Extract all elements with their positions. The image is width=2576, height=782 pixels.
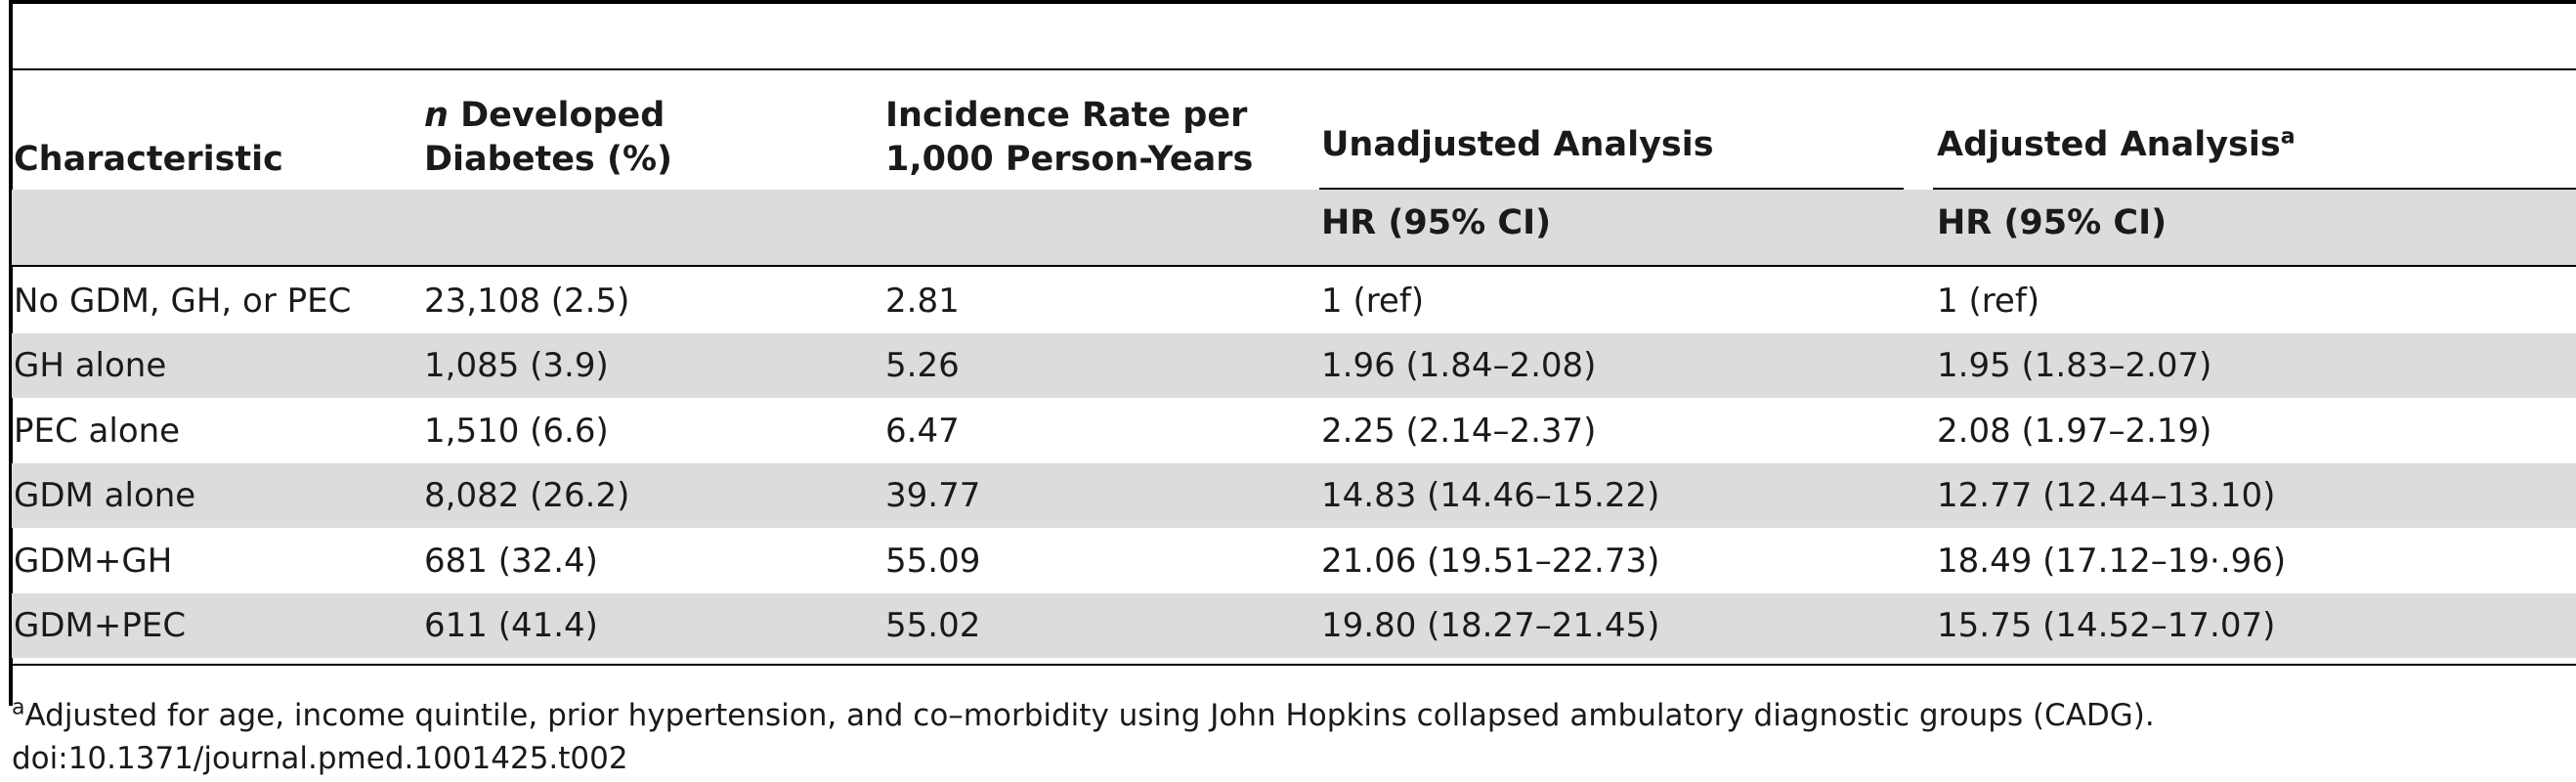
table-row-4-characteristic: GDM alone bbox=[14, 476, 196, 515]
table-row-5-unadjusted: 21.06 (19.51–22.73) bbox=[1321, 542, 1660, 581]
header-incidence-line2: 1,000 Person-Years bbox=[885, 140, 1254, 179]
row-band-2 bbox=[12, 333, 2576, 398]
header-n-rest: Developed bbox=[448, 96, 665, 135]
table-row-5-incidence: 55.09 bbox=[885, 542, 981, 581]
header-top-rule bbox=[12, 68, 2576, 70]
header-n-developed: n Developed bbox=[424, 94, 665, 137]
header-n-italic: n bbox=[424, 96, 449, 135]
unadjusted-underline bbox=[1319, 188, 1904, 190]
table-row-1-unadjusted: 1 (ref) bbox=[1321, 282, 1425, 321]
table-row-6-incidence: 55.02 bbox=[885, 606, 981, 645]
header-n-developed-line2: Diabetes (%) bbox=[424, 140, 673, 179]
table-row-6-unadjusted: 19.80 (18.27–21.45) bbox=[1321, 606, 1660, 645]
header-incidence-line1: Incidence Rate per bbox=[885, 96, 1248, 135]
adjusted-underline bbox=[1933, 188, 2576, 190]
header-bottom-rule bbox=[12, 265, 2576, 267]
table-row-1-adjusted: 1 (ref) bbox=[1937, 282, 2040, 321]
table-row-3-n: 1,510 (6.6) bbox=[424, 412, 609, 451]
header-adjusted: Adjusted Analysisa bbox=[1937, 123, 2296, 166]
table-row-1-incidence: 2.81 bbox=[885, 282, 960, 321]
table-row-6-adjusted: 15.75 (14.52–17.07) bbox=[1937, 606, 2276, 645]
table-row-2-unadjusted: 1.96 (1.84–2.08) bbox=[1321, 346, 1597, 385]
header-characteristic: Characteristic bbox=[14, 140, 283, 179]
table-row-2-n: 1,085 (3.9) bbox=[424, 346, 609, 385]
table-row-6-n: 611 (41.4) bbox=[424, 606, 598, 645]
subheader-adjusted-hr: HR (95% CI) bbox=[1937, 203, 2168, 242]
doi-line: doi:10.1371/journal.pmed.1001425.t002 bbox=[12, 741, 628, 776]
footnote: aAdjusted for age, income quintile, prio… bbox=[12, 696, 2155, 735]
table-row-5-n: 681 (32.4) bbox=[424, 542, 598, 581]
table-row-4-n: 8,082 (26.2) bbox=[424, 476, 630, 515]
row-band-4 bbox=[12, 463, 2576, 528]
row-band-6 bbox=[12, 593, 2576, 658]
table-bottom-rule bbox=[12, 664, 2576, 666]
left-border bbox=[9, 0, 13, 706]
table-row-3-adjusted: 2.08 (1.97–2.19) bbox=[1937, 412, 2212, 451]
table-row-3-unadjusted: 2.25 (2.14–2.37) bbox=[1321, 412, 1597, 451]
header-adjusted-sup: a bbox=[2280, 124, 2296, 150]
table-row-5-characteristic: GDM+GH bbox=[14, 542, 173, 581]
footnote-text: Adjusted for age, income quintile, prior… bbox=[24, 698, 2155, 733]
header-unadjusted: Unadjusted Analysis bbox=[1321, 125, 1714, 164]
table-row-1-n: 23,108 (2.5) bbox=[424, 282, 630, 321]
table-row-3-characteristic: PEC alone bbox=[14, 412, 181, 451]
top-border bbox=[12, 0, 2576, 4]
table-row-5-adjusted: 18.49 (17.12–19·.96) bbox=[1937, 542, 2287, 581]
table-row-2-adjusted: 1.95 (1.83–2.07) bbox=[1937, 346, 2212, 385]
footnote-sup: a bbox=[12, 695, 25, 720]
table-row-4-incidence: 39.77 bbox=[885, 476, 981, 515]
table-row-3-incidence: 6.47 bbox=[885, 412, 960, 451]
header-adjusted-label: Adjusted Analysis bbox=[1937, 125, 2281, 164]
table-row-2-characteristic: GH alone bbox=[14, 346, 167, 385]
table-row-6-characteristic: GDM+PEC bbox=[14, 606, 187, 645]
subheader-unadjusted-hr: HR (95% CI) bbox=[1321, 203, 1552, 242]
table-row-1-characteristic: No GDM, GH, or PEC bbox=[14, 282, 352, 321]
table-row-4-adjusted: 12.77 (12.44–13.10) bbox=[1937, 476, 2276, 515]
table-row-4-unadjusted: 14.83 (14.46–15.22) bbox=[1321, 476, 1660, 515]
subheader-band bbox=[12, 190, 2576, 266]
table-row-2-incidence: 5.26 bbox=[885, 346, 960, 385]
